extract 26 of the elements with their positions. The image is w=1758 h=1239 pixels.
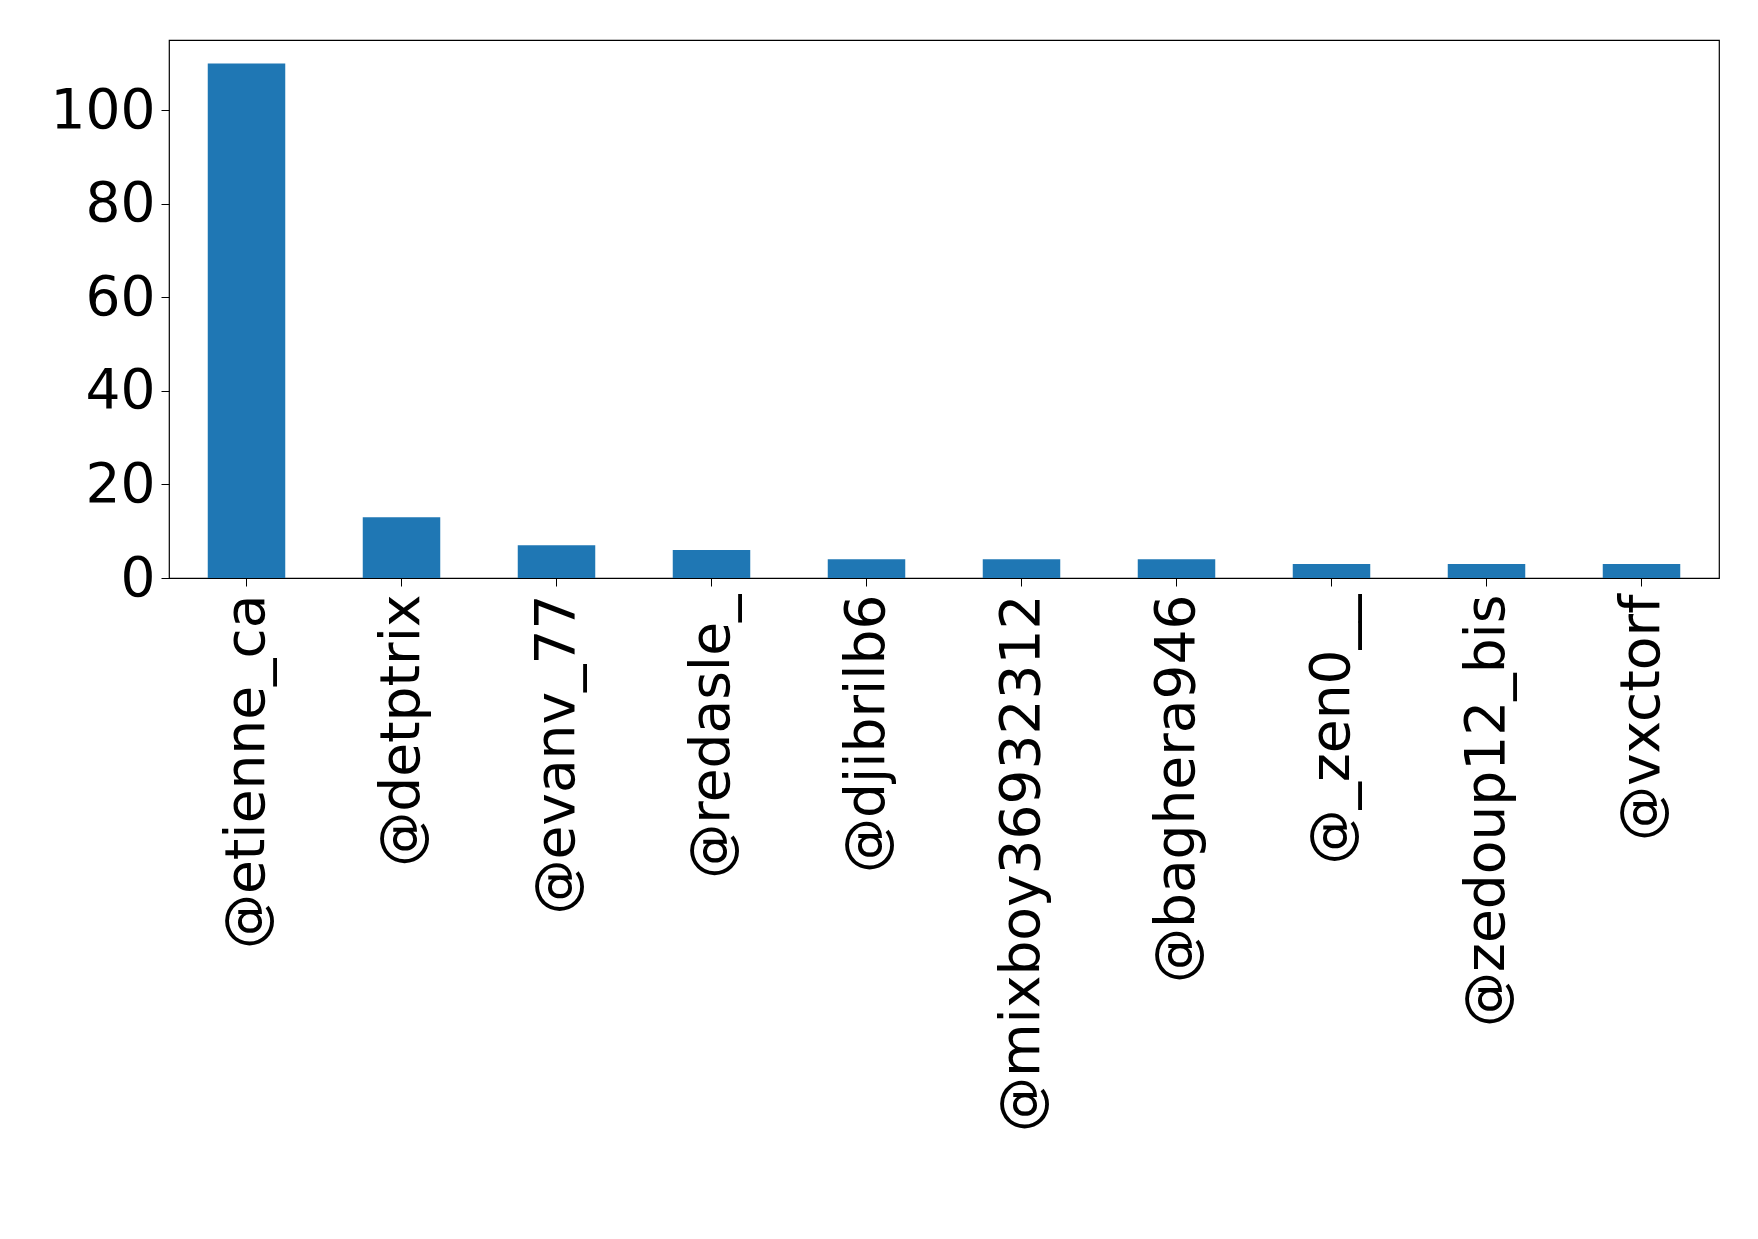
x-tick-label: @zedoup12_bis bbox=[1452, 594, 1517, 1027]
x-tick-label: @vxctorf bbox=[1607, 592, 1672, 842]
bar bbox=[1447, 563, 1526, 578]
x-tick-label: @detptrix bbox=[367, 594, 432, 867]
x-tick-label: @evanv_77 bbox=[522, 594, 587, 915]
y-tick-label: 20 bbox=[85, 450, 156, 515]
bar bbox=[207, 63, 286, 578]
bar bbox=[1137, 559, 1216, 578]
x-tick-label: @mixboy36932312 bbox=[987, 594, 1052, 1132]
bar bbox=[827, 559, 906, 578]
bar bbox=[1602, 563, 1681, 578]
x-tick-label: @djibrilb6 bbox=[832, 594, 897, 873]
y-tick-label: 0 bbox=[120, 544, 156, 609]
bar bbox=[362, 517, 441, 578]
x-tick-label: @redasle_ bbox=[677, 593, 742, 879]
y-tick-label: 60 bbox=[85, 263, 156, 328]
bar bbox=[1292, 563, 1371, 578]
bar bbox=[982, 559, 1061, 578]
y-tick-label: 40 bbox=[85, 357, 156, 422]
y-tick-label: 100 bbox=[50, 76, 156, 141]
bar bbox=[517, 545, 596, 578]
y-tick-label: 80 bbox=[85, 170, 156, 235]
x-tick-label: @etienne_ca bbox=[212, 594, 277, 950]
bar bbox=[672, 549, 751, 578]
x-tick-label: @_zen0__ bbox=[1297, 593, 1362, 865]
x-tick-label: @baghera946 bbox=[1142, 594, 1207, 984]
